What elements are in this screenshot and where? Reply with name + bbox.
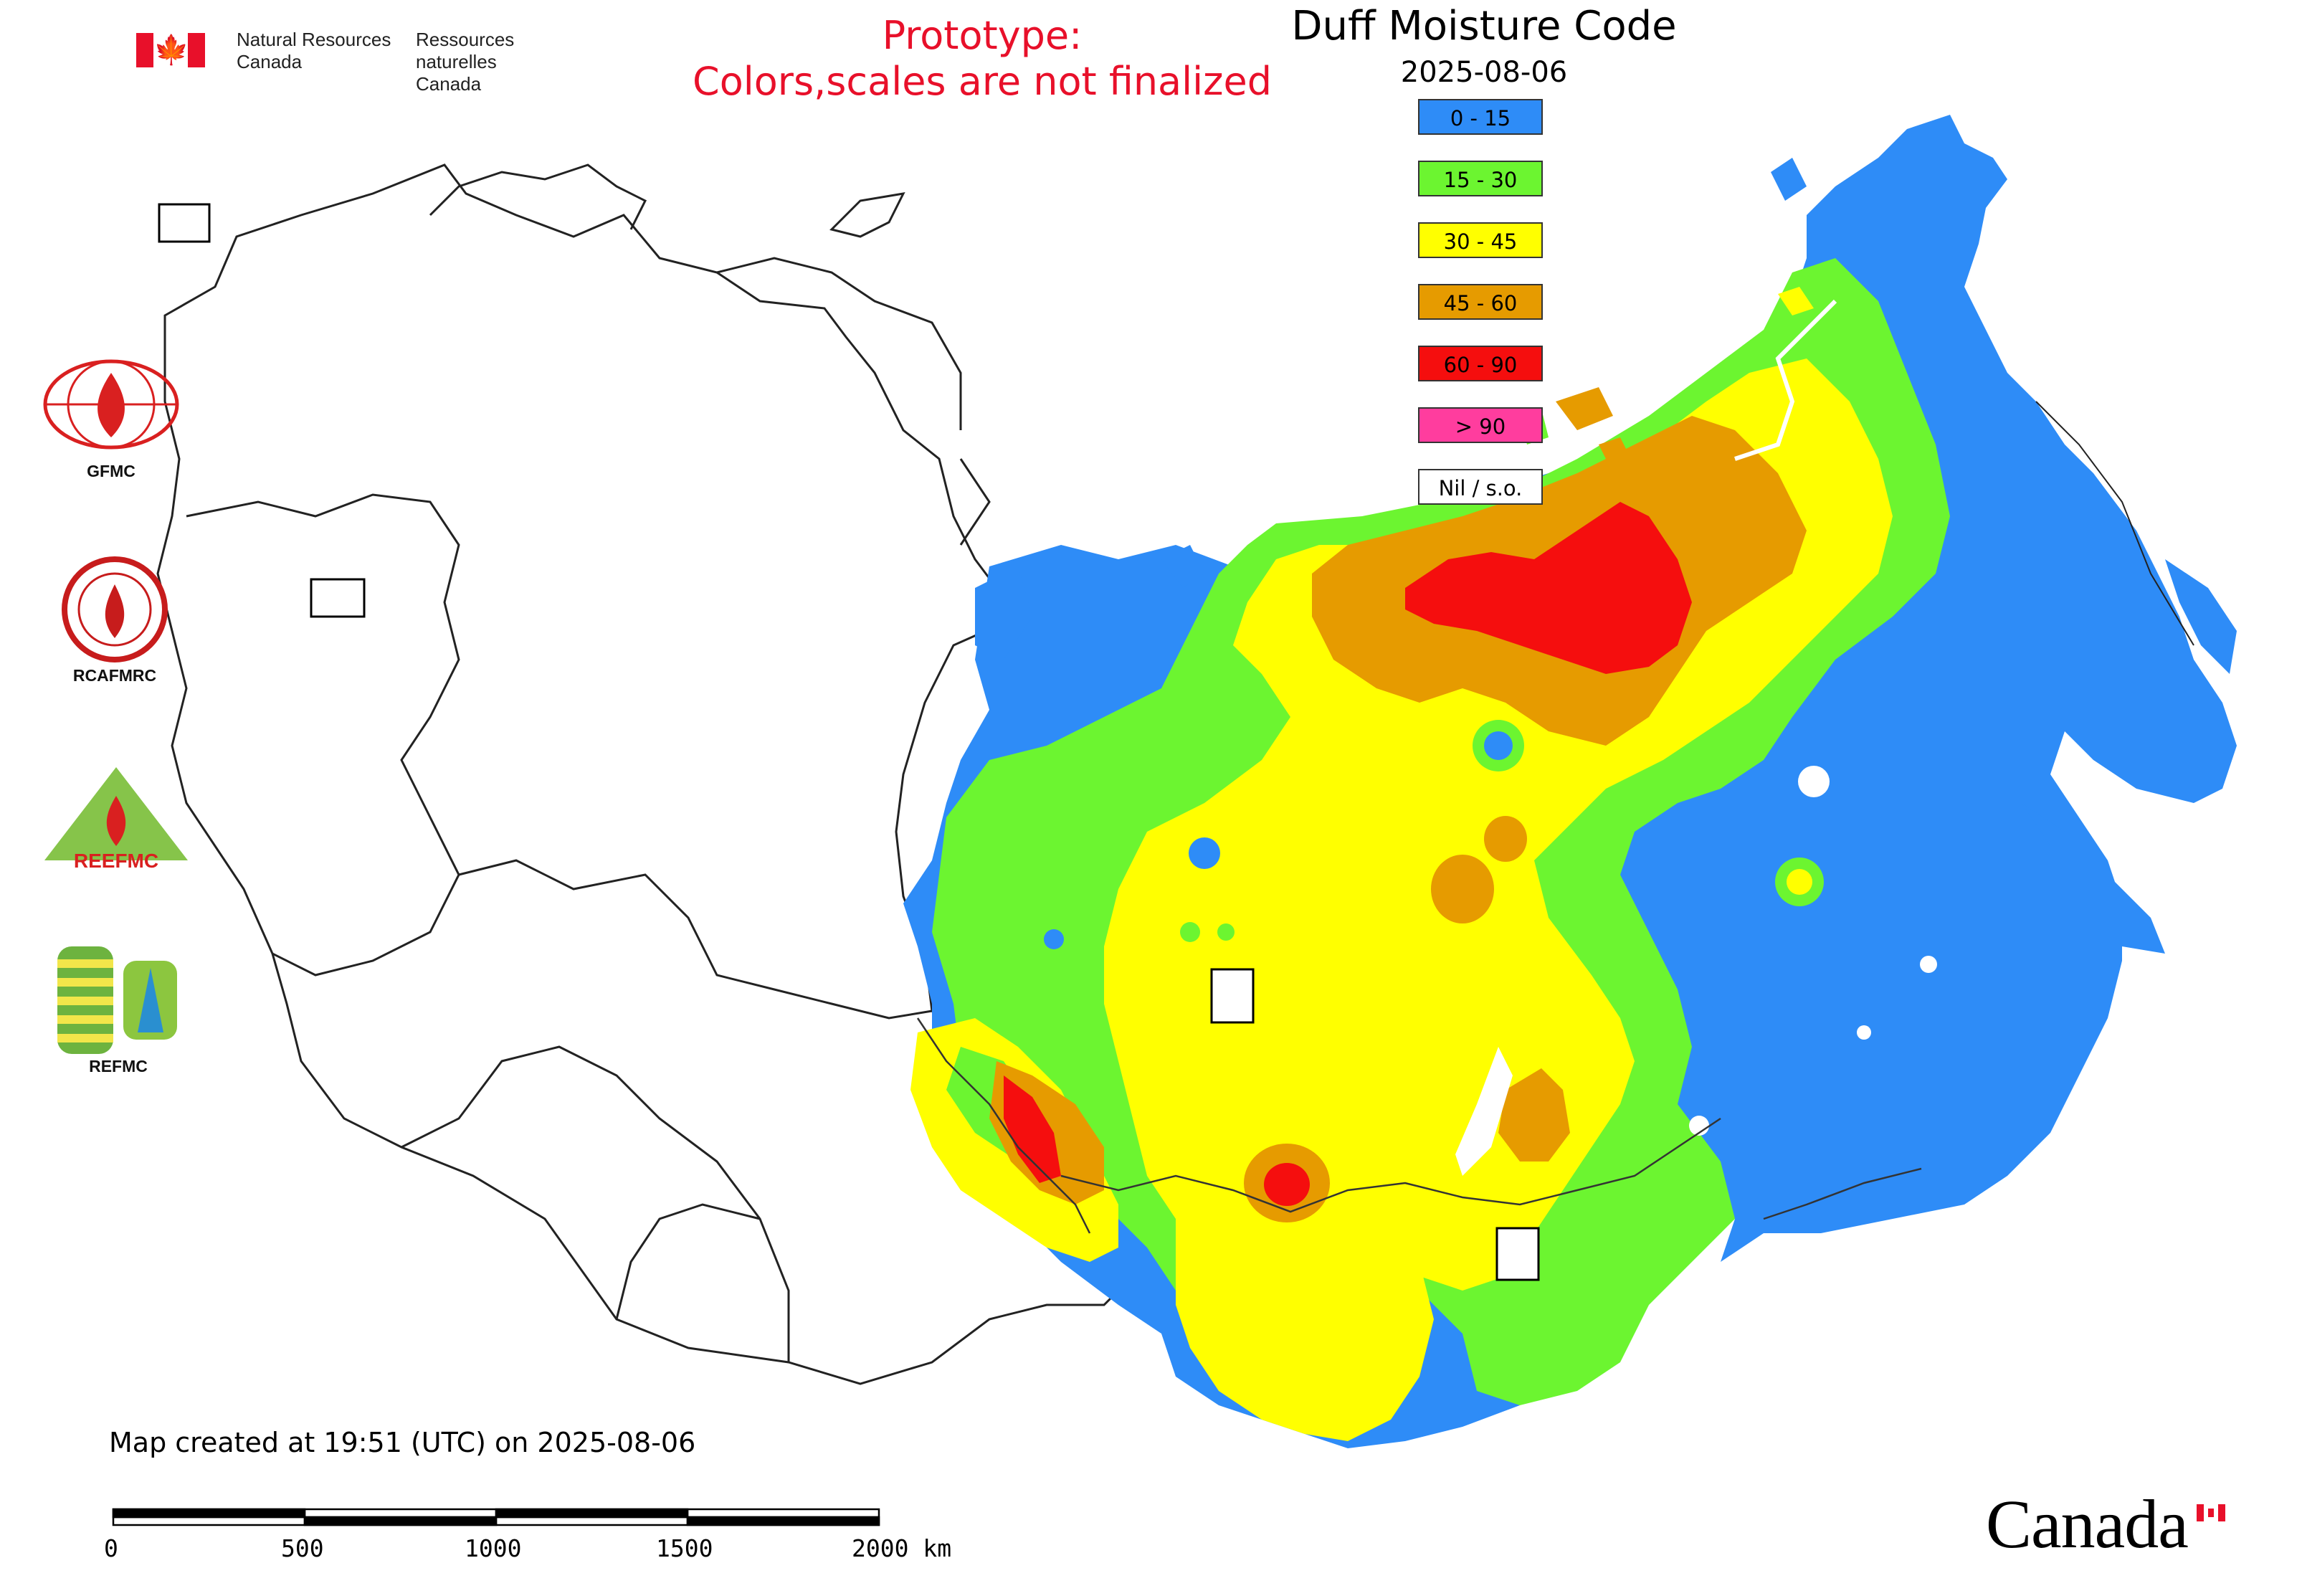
zone-orange-c1: [1431, 855, 1494, 923]
prototype-line2: Colors,scales are not finalized: [693, 59, 1272, 104]
canada-flag-icon: 🍁: [136, 33, 205, 67]
gov-canada-signature: 🍁 Natural Resources Canada Ressources na…: [136, 29, 595, 95]
gfmc-label: GFMC: [87, 462, 135, 480]
legend-item-30-45: 30 - 45: [1418, 222, 1543, 258]
agency-en-line1: Natural Resources: [237, 29, 391, 50]
reefmc-logo: REEFMC: [37, 767, 195, 875]
zone-orange-baikal: [1498, 1068, 1570, 1162]
rcafmrc-logo: RCAFMRC: [54, 548, 176, 692]
dmc-zones: [903, 115, 2237, 1448]
canada-wordmark-flag-icon: [2197, 1504, 2225, 1521]
refmc-label: REFMC: [89, 1057, 148, 1075]
scale-tick-500: 500: [281, 1534, 324, 1562]
legend-item-over-90: > 90: [1418, 407, 1543, 443]
zone-peninsula-blue: [2165, 559, 2237, 674]
data-region-boundaries: [916, 1017, 1922, 1234]
reefmc-label: REEFMC: [74, 850, 158, 872]
zone-orange-c2: [1484, 816, 1527, 862]
prototype-line1: Prototype:: [882, 13, 1083, 58]
zone-red: [1405, 502, 1692, 674]
legend-item-60-90: 60 - 90: [1418, 346, 1543, 381]
scale-tick-1000: 1000: [465, 1534, 522, 1562]
scale-tick-1500: 1500: [656, 1534, 713, 1562]
canada-wordmark-text: Canada: [1986, 1486, 2189, 1562]
map-created-note: Map created at 19:51 (UTC) on 2025-08-06: [109, 1427, 696, 1458]
map-markers: [158, 203, 1540, 1281]
prototype-notice: Prototype: Colors,scales are not finaliz…: [667, 13, 1298, 105]
agency-en-line2: Canada: [237, 51, 303, 72]
gfmc-logo: GFMC: [39, 358, 183, 480]
legend-item-15-30: 15 - 30: [1418, 161, 1543, 196]
canada-wordmark: Canada: [1986, 1484, 2244, 1570]
legend-item-nil: Nil / s.o.: [1418, 469, 1543, 505]
scale-tick-0: 0: [104, 1534, 118, 1562]
zone-red-sw: [1004, 1075, 1061, 1183]
agency-fr-line2: Canada: [416, 73, 482, 95]
map-date: 2025-08-06: [1400, 56, 1568, 89]
scale-tick-2000km: 2000 km: [852, 1534, 952, 1562]
rcafmrc-label: RCAFMRC: [72, 666, 157, 685]
zone-red-south: [1264, 1163, 1310, 1206]
map-title: Duff Moisture Code: [1291, 3, 1677, 49]
refmc-logo: REFMC: [57, 946, 179, 1090]
agency-fr-line1: Ressources naturelles: [416, 29, 515, 72]
zone-yellow-south: [1176, 1176, 1434, 1441]
legend-item-0-15: 0 - 15: [1418, 99, 1543, 135]
legend-item-45-60: 45 - 60: [1418, 284, 1543, 320]
zone-sakhalin: [2022, 803, 2165, 954]
scale-bar-graphic: [112, 1508, 880, 1526]
